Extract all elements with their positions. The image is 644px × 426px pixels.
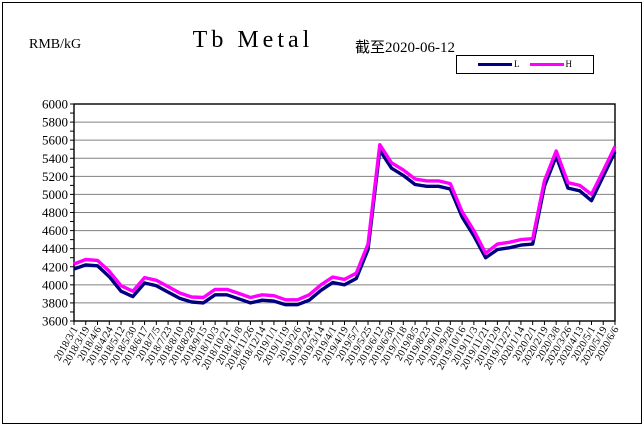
y-axis-label: 5200 — [42, 169, 68, 184]
legend-line-L — [478, 63, 512, 66]
y-axis-label: 6000 — [42, 97, 68, 112]
legend-line-H — [529, 63, 564, 66]
series-H-line — [73, 142, 617, 302]
y-axis-label: 3600 — [42, 314, 68, 329]
price-chart: 3600 3800 4000 4200 4400 4600 4800 5000 5200 5400… — [42, 97, 622, 372]
legend-label-H: H — [565, 59, 573, 69]
chart-title: Tb Metal — [192, 27, 314, 53]
y-axis-label: 5000 — [42, 187, 68, 202]
y-axis-label: 3800 — [42, 295, 68, 310]
y-axis-label: 5600 — [42, 133, 68, 148]
y-axis-label: 5800 — [42, 115, 68, 130]
y-axis-label: 4000 — [42, 277, 68, 292]
series-L-line — [73, 148, 617, 307]
legend-item-H: H — [529, 59, 573, 69]
y-axis-units-label: RMB/kG — [29, 37, 82, 52]
y-axis-label: 4800 — [42, 205, 68, 220]
legend-label-L: L — [514, 59, 520, 69]
y-axis-label: 4200 — [42, 259, 68, 274]
y-axis-label: 4400 — [42, 241, 68, 256]
legend-box: L H — [456, 55, 594, 74]
as-of-date-label: 截至2020-06-12 — [355, 40, 455, 56]
y-axis-label: 5400 — [42, 151, 68, 166]
y-axis-label: 4600 — [42, 223, 68, 238]
legend-item-L: L — [478, 60, 520, 69]
